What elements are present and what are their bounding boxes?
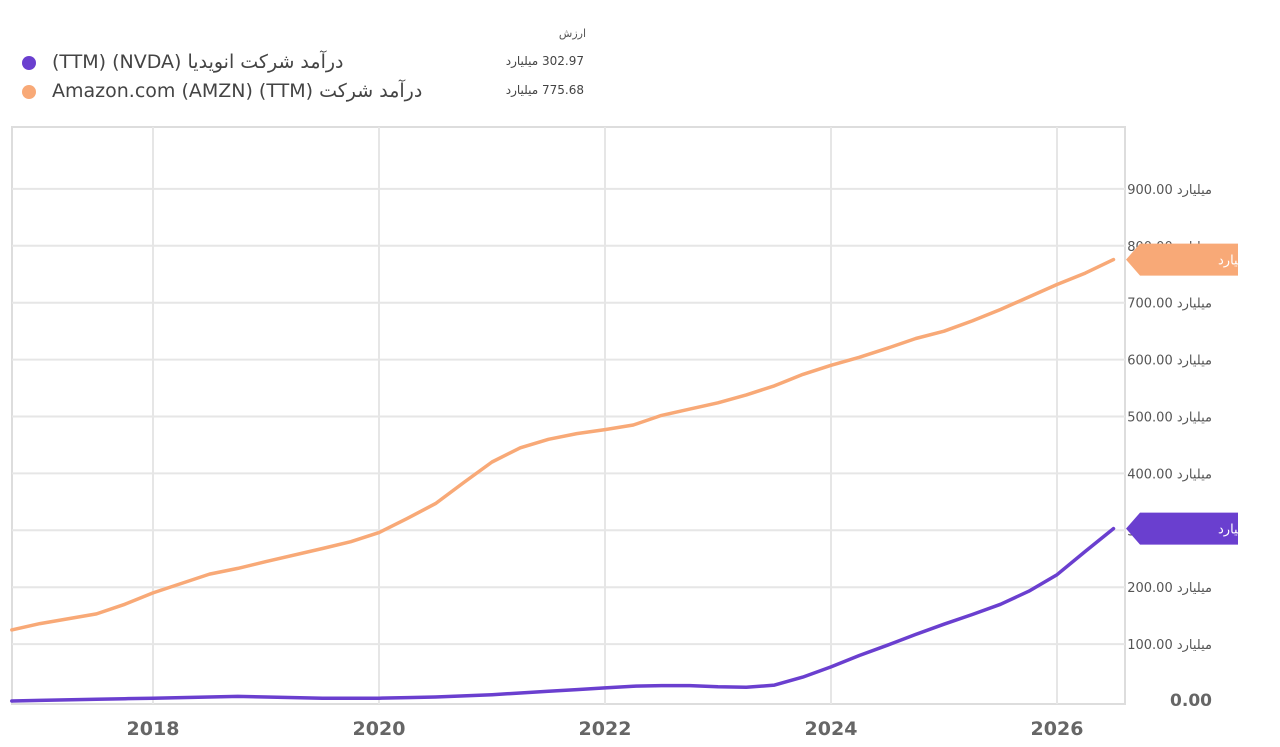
legend-dot-amzn [22,85,36,99]
x-tick-label: 2026 [1031,718,1084,740]
last-value-flag-0 [1126,243,1238,276]
legend-dot-nvda [22,56,36,70]
y-tick-label: 400.00 میلیارد [1127,467,1212,482]
x-axis: 2018 2020 2022 2024 2026 [127,718,1084,740]
last-value-flags: 775.68 میلیارد 302.97 میلیارد [1126,243,1280,545]
y-tick-label: 200.00 میلیارد [1127,581,1212,596]
series-line-0 [10,257,1116,632]
legend-label-nvda: (TTM) (NVDA) درآمد شرکت انویدیا [52,51,344,73]
y-tick-label: 0.00 [1170,691,1212,711]
x-tick-label: 2020 [353,718,406,740]
legend-value-nvda: 302.97 میلیارد [505,54,584,68]
last-value-label-1: 302.97 میلیارد [1218,523,1280,538]
last-value-label-0: 775.68 میلیارد [1218,254,1280,269]
y-tick-label: 900.00 میلیارد [1127,183,1212,198]
last-value-flag-1 [1126,512,1238,545]
grid-lines [12,127,1125,704]
series-line-1 [10,526,1116,703]
legend-item-amzn[interactable]: Amazon.com (AMZN) (TTM) درآمد شرکت 775.6… [22,80,592,104]
y-tick-label: 600.00 میلیارد [1127,354,1212,369]
legend-item-nvda[interactable]: (TTM) (NVDA) درآمد شرکت انویدیا 302.97 م… [22,51,592,75]
x-tick-label: 2018 [127,718,180,740]
y-tick-label: 700.00 میلیارد [1127,297,1212,312]
x-tick-label: 2024 [805,718,858,740]
legend-value-header: ارزش [558,27,586,40]
x-tick-label: 2022 [579,718,632,740]
series-layer [10,257,1116,703]
y-tick-label: 100.00 میلیارد [1127,638,1212,653]
legend-value-amzn: 775.68 میلیارد [505,83,584,97]
legend-label-amzn: Amazon.com (AMZN) (TTM) درآمد شرکت [52,80,423,102]
y-tick-label: 500.00 میلیارد [1127,411,1212,426]
